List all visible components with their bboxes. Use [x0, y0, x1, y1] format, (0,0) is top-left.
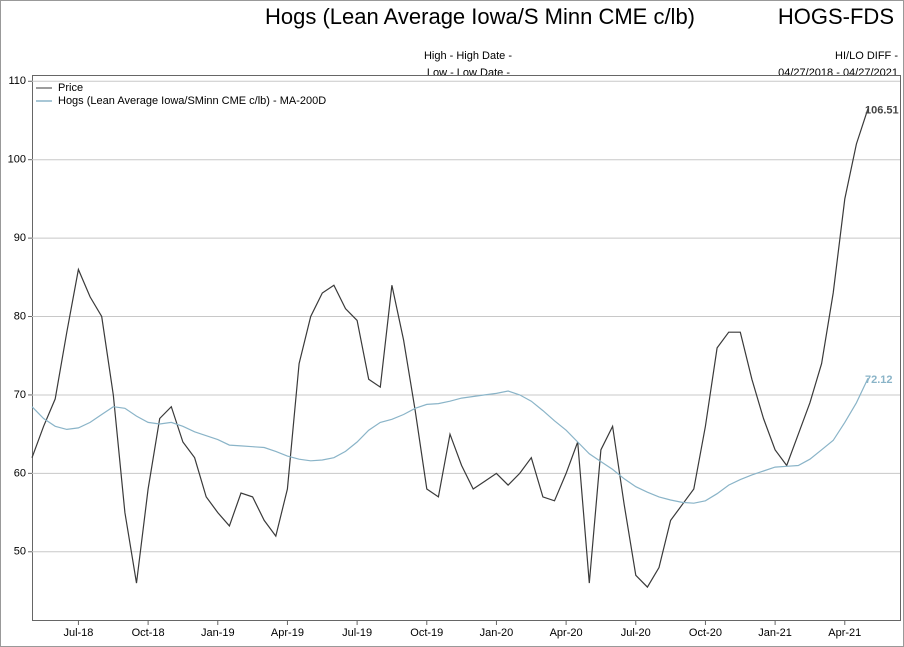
ticker: HOGS-FDS: [778, 4, 894, 29]
y-tick-label: 80: [14, 310, 26, 322]
hilo-text: HI/LO DIFF -: [835, 50, 898, 62]
x-tick-label: Apr-20: [550, 627, 583, 639]
y-tick-label: 110: [8, 75, 26, 87]
legend-label: Hogs (Lean Average Iowa/SMinn CME c/lb) …: [58, 95, 326, 107]
line-series: [31, 378, 869, 504]
date-range: 04/27/2018 - 04/27/2021: [778, 67, 898, 79]
y-tick-label: 60: [14, 467, 26, 479]
high-text: High - High Date -: [424, 50, 512, 62]
y-tick-label: 70: [14, 389, 26, 401]
x-tick-label: Jul-18: [63, 627, 93, 639]
y-tick-label: 50: [14, 546, 26, 558]
x-tick-label: Jan-19: [201, 627, 235, 639]
x-tick-label: Jan-21: [758, 627, 792, 639]
line-series: [31, 108, 869, 589]
end-value-label: 72.12: [865, 374, 893, 386]
legend-label: Price: [58, 82, 83, 94]
y-tick-label: 90: [14, 232, 26, 244]
chart-title: Hogs (Lean Average Iowa/S Minn CME c/lb): [265, 4, 695, 29]
x-tick-label: Jan-20: [480, 627, 514, 639]
x-tick-label: Oct-20: [689, 627, 722, 639]
x-tick-label: Jul-19: [342, 627, 372, 639]
y-tick-label: 100: [8, 154, 26, 166]
plot-area: [32, 75, 901, 621]
x-tick-label: Apr-19: [271, 627, 304, 639]
end-value-label: 106.51: [865, 105, 899, 117]
x-tick-label: Jul-20: [621, 627, 651, 639]
low-text: Low - Low Date -: [427, 67, 510, 79]
x-tick-label: Apr-21: [828, 627, 861, 639]
x-tick-label: Oct-19: [410, 627, 443, 639]
x-tick-label: Oct-18: [132, 627, 165, 639]
